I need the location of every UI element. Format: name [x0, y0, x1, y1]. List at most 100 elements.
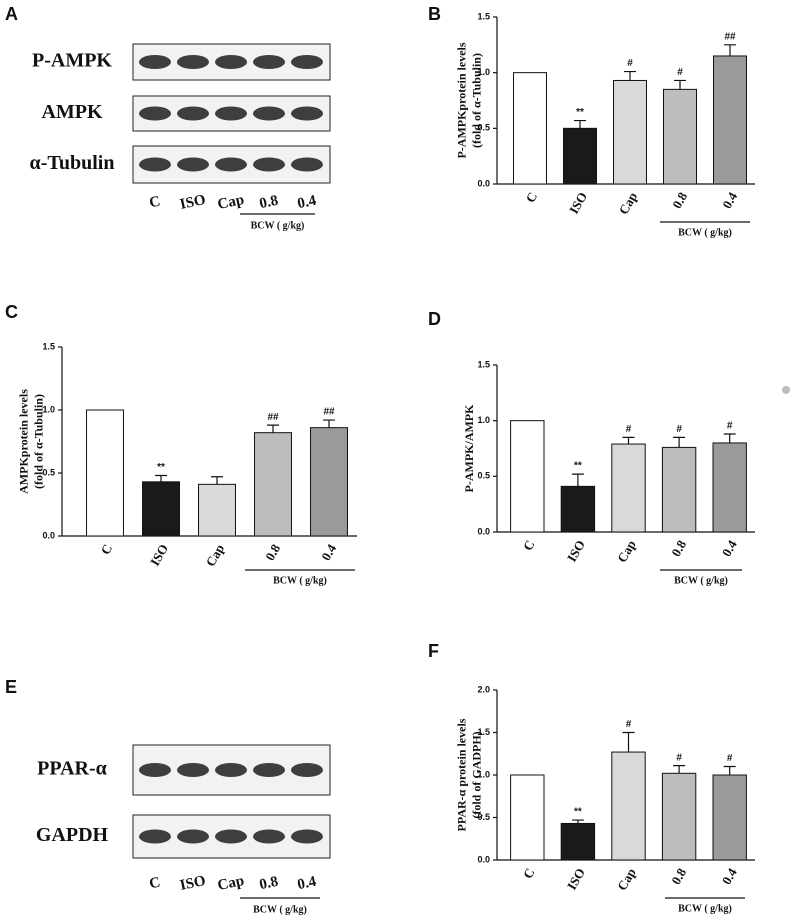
- y-tick-label: 1.0: [42, 404, 55, 414]
- bar: [510, 774, 545, 861]
- lane-label: ISO: [179, 873, 208, 894]
- group-label: BCW ( g/kg): [251, 220, 305, 231]
- row-label: α-Tubulin: [30, 152, 115, 174]
- row-label: GAPDH: [36, 824, 109, 846]
- x-tick-label: C: [522, 189, 540, 205]
- band: [291, 829, 323, 844]
- y-tick-label: 0.5: [477, 471, 490, 481]
- significance: #: [727, 753, 733, 764]
- band: [253, 157, 285, 172]
- x-tick-label: 0.8: [262, 541, 283, 563]
- x-tick-label: 0.4: [719, 189, 740, 211]
- bar: [611, 751, 646, 861]
- significance: ##: [724, 31, 736, 42]
- band: [139, 55, 171, 69]
- y-axis-label: (fold of GADPH): [469, 731, 483, 818]
- error-bar: [622, 731, 635, 753]
- lane-label: Cap: [216, 192, 245, 213]
- y-tick-label: 0.5: [477, 123, 490, 133]
- significance: #: [676, 424, 682, 435]
- bar: [563, 127, 597, 185]
- x-tick-label: C: [520, 537, 538, 553]
- panel-letter: D: [428, 309, 441, 329]
- band: [139, 763, 171, 777]
- y-axis-label: PPAR-α protein levels: [454, 718, 468, 831]
- bar: [661, 446, 697, 533]
- bar: [510, 420, 545, 533]
- significance: #: [626, 719, 632, 730]
- band: [215, 106, 247, 121]
- x-tick-label: C: [520, 865, 538, 881]
- y-tick-label: 1.5: [477, 727, 490, 737]
- error-bar: [267, 424, 279, 433]
- bar: [713, 55, 747, 185]
- panel-letter: C: [5, 302, 18, 322]
- x-tick-label: 0.4: [719, 865, 740, 887]
- row-label: P-AMPK: [32, 50, 112, 72]
- y-tick-label: 0.0: [477, 854, 490, 864]
- error-bar: [211, 476, 223, 485]
- bar: [611, 443, 646, 533]
- x-tick-label: C: [97, 541, 115, 557]
- band: [291, 157, 323, 172]
- bar: [513, 72, 547, 185]
- y-tick-label: 1.0: [477, 67, 490, 77]
- band: [253, 829, 285, 844]
- band: [177, 55, 209, 69]
- y-tick-label: 0.5: [42, 467, 55, 477]
- error-bar: [571, 819, 584, 824]
- significance: ##: [323, 407, 335, 418]
- x-tick-label: 0.8: [668, 865, 689, 887]
- y-axis-label: (fold of α-Tubulin): [469, 53, 483, 148]
- panel-letter: F: [428, 641, 439, 661]
- bar: [310, 427, 348, 537]
- x-tick-label: 0.8: [669, 189, 690, 211]
- error-bar: [723, 433, 736, 443]
- y-tick-label: 2.0: [477, 684, 490, 694]
- y-tick-label: 1.0: [477, 769, 490, 779]
- significance: #: [727, 421, 733, 432]
- panel-letter: B: [428, 4, 441, 24]
- group-label: BCW ( g/kg): [273, 575, 327, 586]
- significance: **: [576, 107, 584, 118]
- bar: [712, 774, 747, 861]
- panel-letter: E: [5, 677, 17, 697]
- bar: [86, 409, 124, 537]
- band: [215, 55, 247, 69]
- group-label: BCW ( g/kg): [674, 575, 728, 586]
- error-bar: [622, 436, 635, 445]
- band: [139, 829, 171, 844]
- error-bar: [674, 79, 686, 90]
- band: [215, 157, 247, 172]
- y-tick-label: 1.5: [42, 341, 55, 351]
- bar: [661, 772, 697, 861]
- x-tick-label: Cap: [614, 865, 639, 893]
- bar: [663, 88, 697, 185]
- x-tick-label: Cap: [203, 541, 228, 569]
- y-axis-label: AMPKprotein levels: [16, 389, 30, 494]
- significance: **: [574, 807, 582, 818]
- significance: #: [676, 752, 682, 763]
- band: [177, 763, 209, 777]
- y-tick-label: 1.5: [477, 359, 490, 369]
- bar: [142, 481, 180, 537]
- significance: #: [677, 67, 683, 78]
- group-label: BCW ( g/kg): [678, 903, 732, 914]
- row-label: AMPK: [41, 101, 103, 123]
- bar: [198, 483, 236, 537]
- band: [291, 55, 323, 69]
- y-tick-label: 1.5: [477, 11, 490, 21]
- bar: [254, 432, 292, 537]
- x-tick-label: ISO: [566, 189, 590, 216]
- bar: [560, 485, 596, 533]
- error-bar: [574, 119, 586, 129]
- x-tick-label: 0.4: [318, 541, 339, 563]
- band: [177, 106, 209, 121]
- x-tick-label: Cap: [616, 189, 641, 217]
- error-bar: [724, 44, 736, 56]
- group-label: BCW ( g/kg): [678, 227, 732, 238]
- error-bar: [673, 765, 686, 774]
- significance: **: [157, 462, 165, 473]
- band: [253, 55, 285, 69]
